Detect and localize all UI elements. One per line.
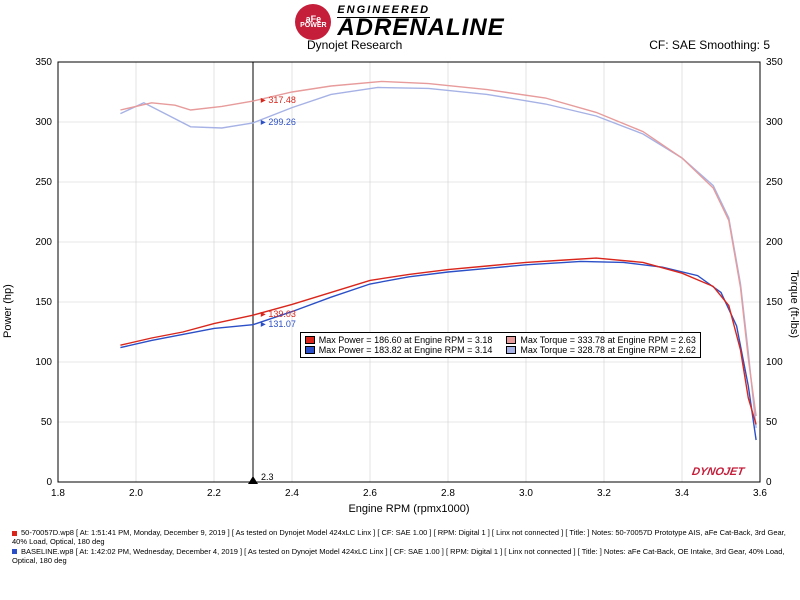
callout-value: ▸ 131.07 [261,319,296,330]
svg-text:250: 250 [766,177,783,188]
dynojet-watermark: DYNOJET [691,466,745,478]
subtitle: Dynojet Research [60,38,649,52]
svg-text:100: 100 [35,357,52,368]
footer-line-1: 50-70057D.wp8 [ At: 1:51:41 PM, Monday, … [12,528,788,547]
subtitle-row: Dynojet Research CF: SAE Smoothing: 5 [0,38,800,52]
svg-text:350: 350 [35,57,52,68]
svg-text:100: 100 [766,357,783,368]
svg-text:2.6: 2.6 [363,488,377,499]
svg-text:3.2: 3.2 [597,488,611,499]
svg-text:150: 150 [35,297,52,308]
svg-text:Engine RPM (rpmx1000): Engine RPM (rpmx1000) [348,503,469,515]
header: aFe POWER ENGINEERED ADRENALINE Dynojet … [0,0,800,52]
svg-text:250: 250 [35,177,52,188]
svg-text:2.8: 2.8 [441,488,455,499]
callout-value: ▸ 299.26 [261,117,296,128]
svg-text:300: 300 [35,117,52,128]
footer-line-2: BASELINE.wp8 [ At: 1:42:02 PM, Wednesday… [12,547,788,566]
svg-text:0: 0 [766,477,772,488]
svg-text:350: 350 [766,57,783,68]
callout-value: ▸ 317.48 [261,95,296,106]
svg-text:200: 200 [766,237,783,248]
footer-text-1: 50-70057D.wp8 [ At: 1:51:41 PM, Monday, … [12,528,786,546]
title-text: ENGINEERED ADRENALINE [337,4,504,40]
y-axis-right-label: Torque (ft-lbs) [788,270,800,338]
svg-text:150: 150 [766,297,783,308]
svg-text:0: 0 [46,477,52,488]
svg-text:200: 200 [35,237,52,248]
dot-icon [12,549,17,554]
chart-area: 1.82.02.22.42.62.83.03.23.43.60050501001… [0,52,800,526]
svg-text:3.6: 3.6 [753,488,767,499]
svg-text:50: 50 [766,417,778,428]
y-axis-left-label: Power (hp) [2,284,14,338]
legend-row: Max Power = 183.82 at Engine RPM = 3.14M… [305,345,696,355]
svg-text:3.4: 3.4 [675,488,689,499]
svg-text:2.0: 2.0 [129,488,143,499]
svg-text:300: 300 [766,117,783,128]
svg-text:2.2: 2.2 [207,488,221,499]
cf-label: CF: SAE Smoothing: 5 [649,38,770,52]
adrenaline-label: ADRENALINE [337,16,504,40]
legend-row: Max Power = 186.60 at Engine RPM = 3.18M… [305,335,696,345]
footer-text-2: BASELINE.wp8 [ At: 1:42:02 PM, Wednesday… [12,547,784,565]
svg-text:1.8: 1.8 [51,488,65,499]
svg-text:2.3: 2.3 [261,472,274,482]
afe-badge-icon: aFe POWER [295,4,331,40]
badge-bottom: POWER [300,23,326,29]
legend-box: Max Power = 186.60 at Engine RPM = 3.18M… [300,332,701,358]
svg-text:50: 50 [41,417,53,428]
footer-notes: 50-70057D.wp8 [ At: 1:51:41 PM, Monday, … [0,526,800,566]
svg-text:3.0: 3.0 [519,488,533,499]
dot-icon [12,531,17,536]
logo-row: aFe POWER ENGINEERED ADRENALINE [295,4,504,40]
svg-text:2.4: 2.4 [285,488,299,499]
dyno-chart: 1.82.02.22.42.62.83.03.23.43.60050501001… [0,52,800,526]
